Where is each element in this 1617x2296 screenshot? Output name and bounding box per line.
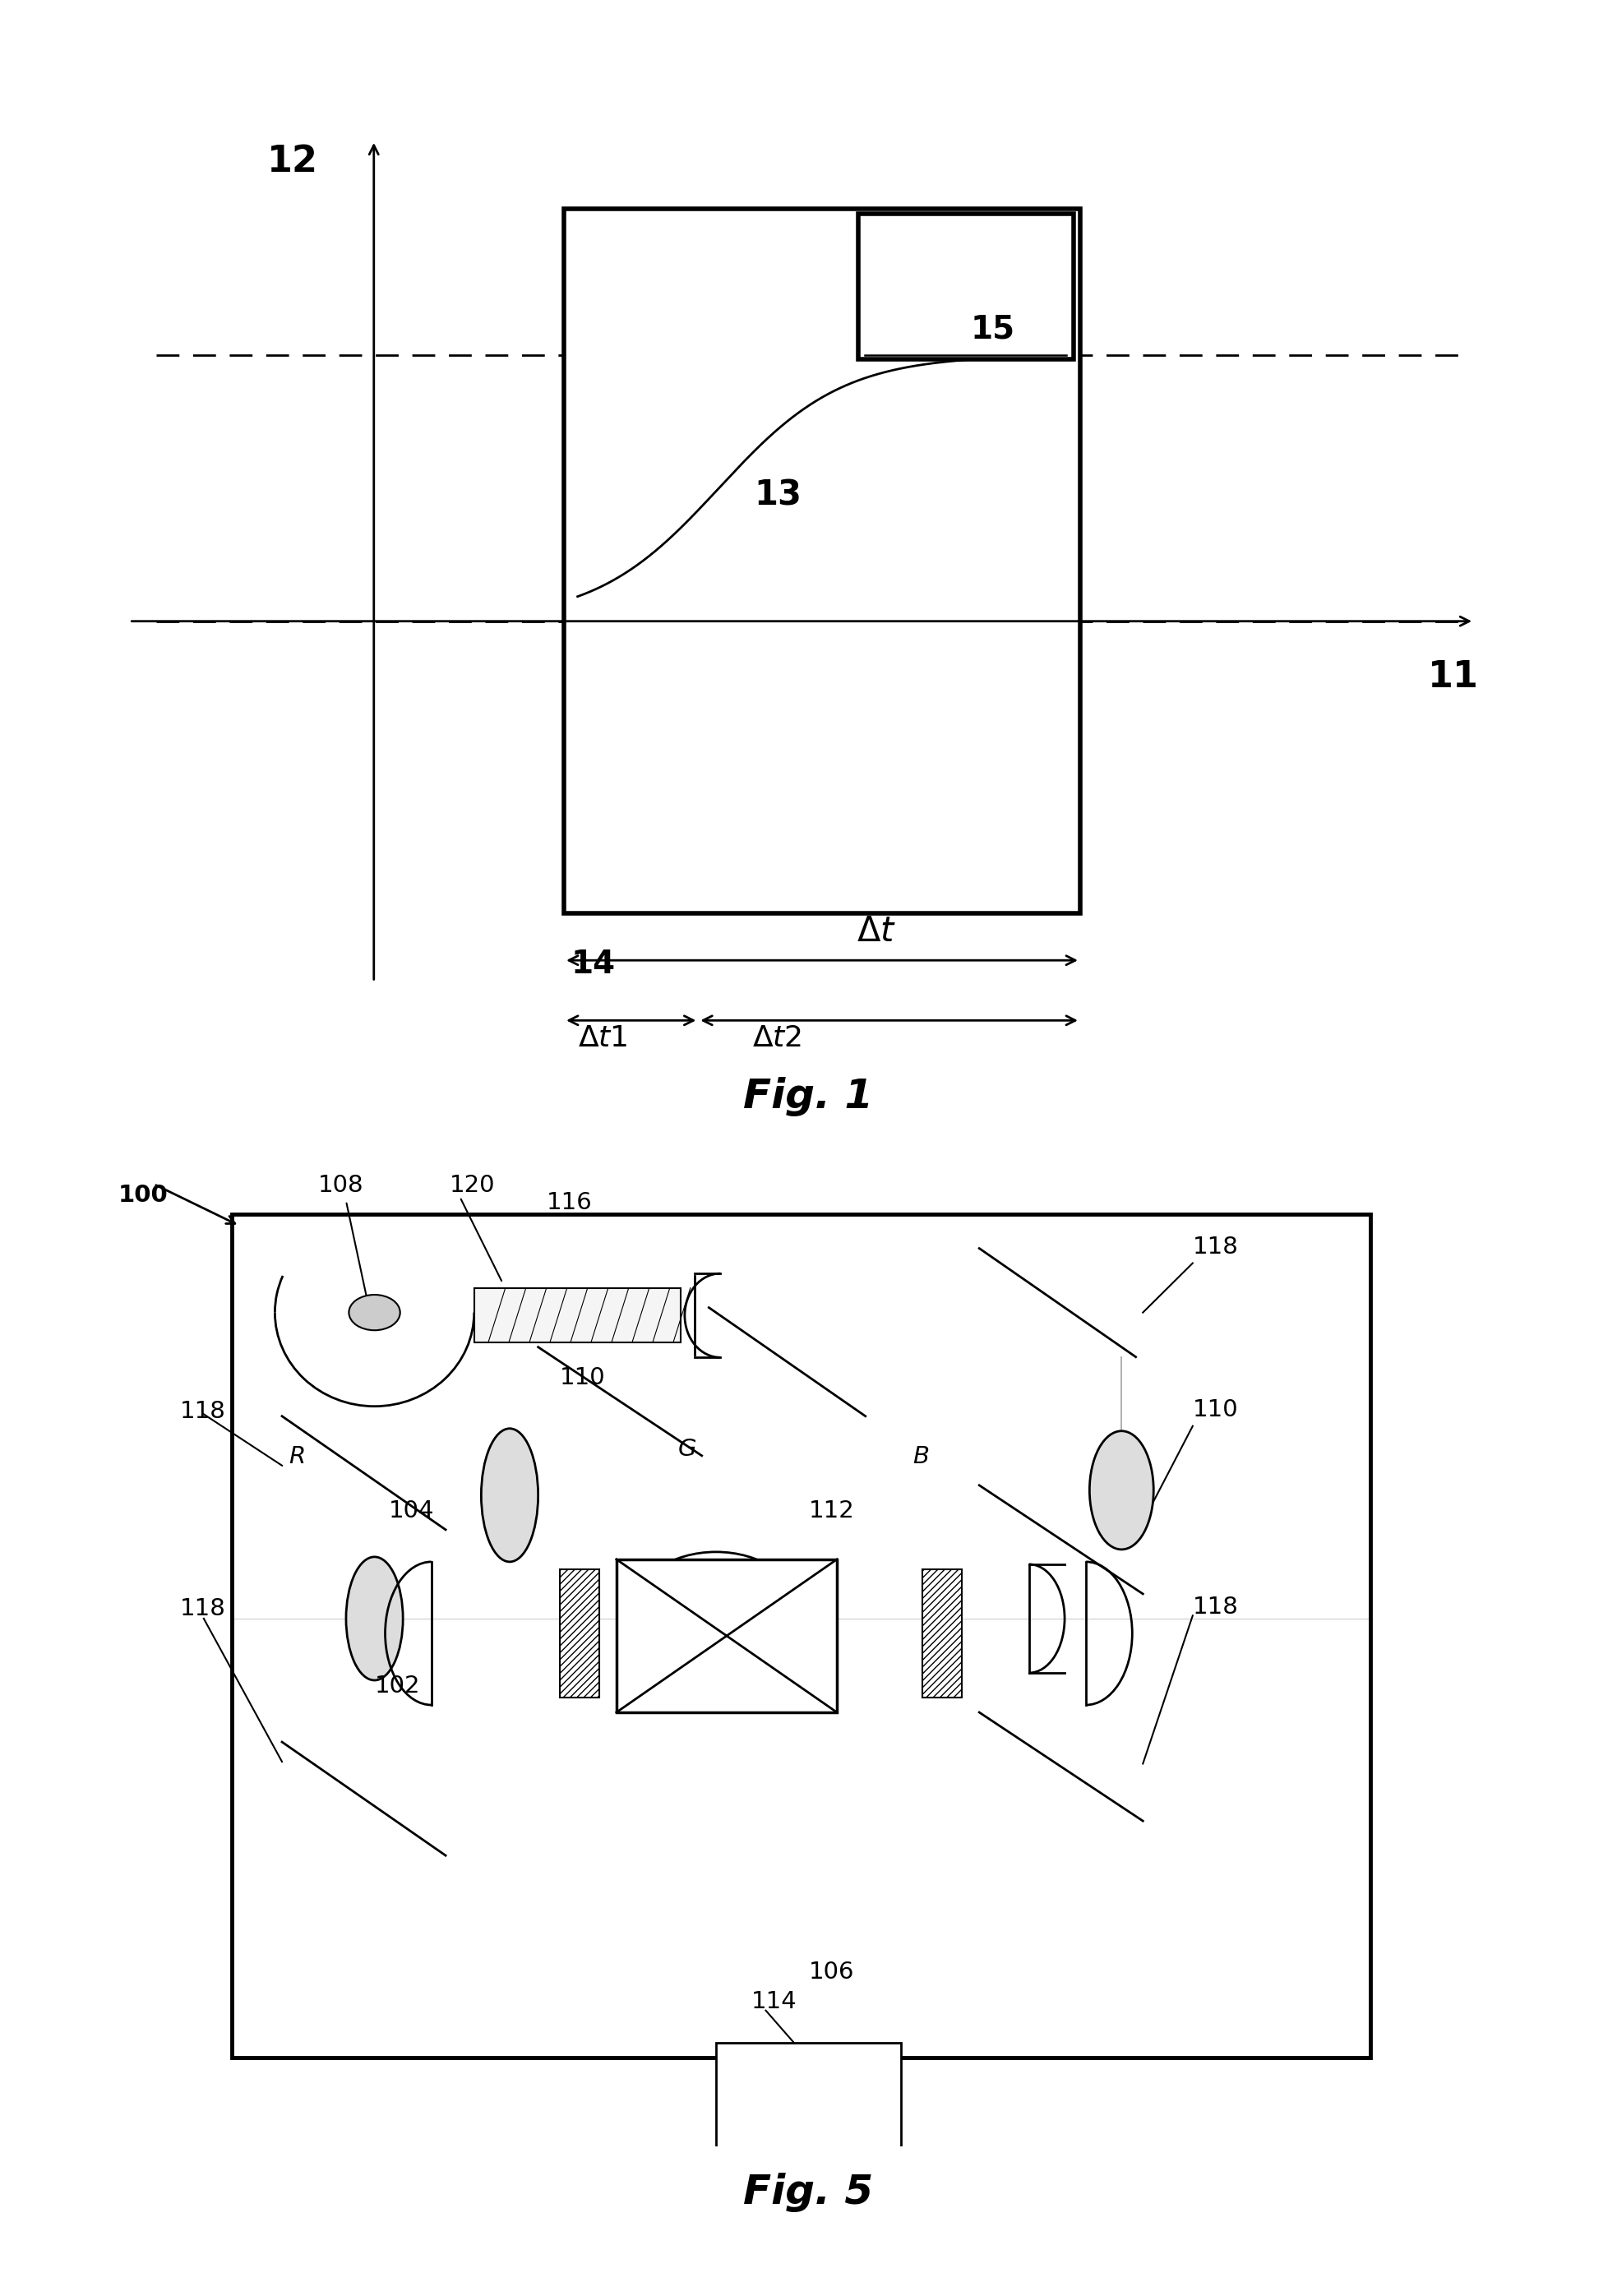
Text: 110: 110 (559, 1366, 605, 1389)
Bar (922, 1568, 962, 1697)
Text: G: G (678, 1437, 697, 1460)
Text: 118: 118 (1193, 1596, 1239, 1619)
Text: 15: 15 (970, 312, 1014, 344)
Bar (233, 1215, 1371, 2057)
Text: $\Delta t1$: $\Delta t1$ (577, 1024, 627, 1052)
Text: 13: 13 (754, 478, 802, 512)
Text: 100: 100 (118, 1185, 168, 1208)
Ellipse shape (1090, 1430, 1153, 1550)
Text: 118: 118 (179, 1401, 225, 1424)
Text: 106: 106 (808, 1961, 854, 1984)
Text: 120: 120 (450, 1173, 495, 1196)
Text: R: R (289, 1446, 306, 1469)
Circle shape (349, 1295, 399, 1329)
Ellipse shape (346, 1557, 403, 1681)
Bar (474, 1288, 681, 1343)
Text: Fig. 5: Fig. 5 (744, 2172, 873, 2213)
Bar (716, 2043, 901, 2156)
Text: 116: 116 (547, 1192, 592, 1215)
Bar (564, 209, 1080, 914)
Text: 14: 14 (571, 948, 616, 980)
Text: 112: 112 (808, 1499, 854, 1522)
Text: 114: 114 (752, 1991, 797, 2014)
Text: 11: 11 (1428, 659, 1480, 696)
Text: 108: 108 (317, 1173, 364, 1196)
Text: 102: 102 (375, 1674, 420, 1697)
Text: B: B (912, 1446, 928, 1469)
Text: Fig. 1: Fig. 1 (744, 1077, 873, 1116)
Text: 110: 110 (1193, 1398, 1239, 1421)
Ellipse shape (482, 1428, 538, 1561)
Text: 118: 118 (1193, 1235, 1239, 1258)
Bar (859, 214, 1074, 360)
Text: $\Delta t$: $\Delta t$ (857, 914, 896, 948)
Bar (624, 1609, 808, 1662)
Bar (559, 1568, 600, 1697)
Bar (616, 1559, 838, 1713)
Text: 118: 118 (179, 1598, 225, 1621)
Text: 104: 104 (388, 1499, 435, 1522)
Text: 12: 12 (267, 145, 319, 179)
Text: $\Delta t2$: $\Delta t2$ (752, 1024, 802, 1052)
